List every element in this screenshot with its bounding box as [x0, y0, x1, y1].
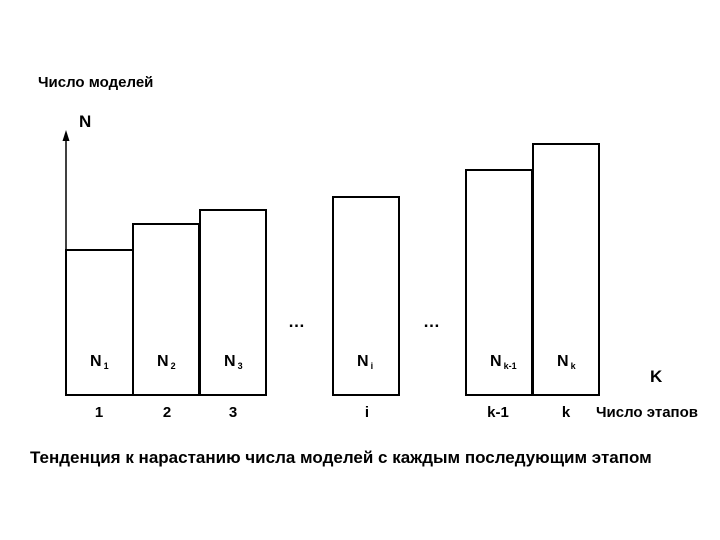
- bar-6: [532, 143, 600, 396]
- y-axis-arrow: [62, 130, 70, 141]
- ellipsis-2: …: [423, 312, 440, 331]
- bar-2: [132, 223, 200, 396]
- x-tick-6: k: [562, 404, 571, 421]
- ellipsis-1: …: [288, 312, 305, 331]
- caption: Тенденция к нарастанию числа моделей с к…: [30, 448, 652, 467]
- bar-3: [199, 209, 267, 396]
- x-axis-title: Число этапов: [596, 404, 698, 421]
- x-axis-letter: K: [650, 367, 663, 386]
- bars-layer: [65, 143, 600, 396]
- y-axis-title: Число моделей: [38, 74, 153, 91]
- x-tick-3: 3: [229, 404, 237, 421]
- bar-1: [65, 249, 134, 396]
- y-axis-letter: N: [79, 112, 91, 131]
- x-tick-5: k-1: [487, 404, 509, 421]
- x-tick-1: 1: [95, 404, 103, 421]
- x-tick-4: i: [365, 404, 369, 421]
- x-tick-2: 2: [163, 404, 171, 421]
- bar-4: [332, 196, 400, 396]
